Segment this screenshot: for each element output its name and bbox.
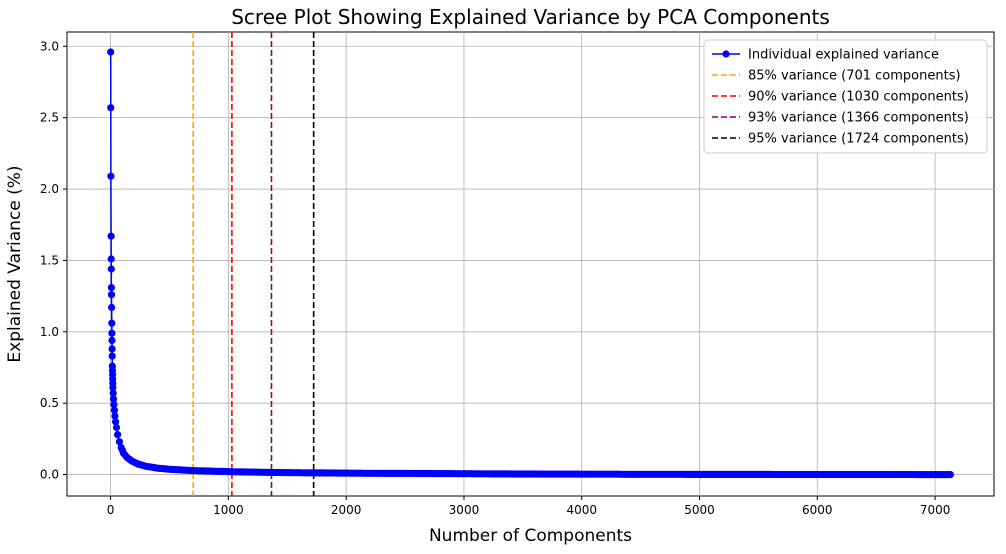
data-point (108, 336, 116, 344)
x-tick-label: 7000 (920, 503, 951, 517)
data-point (112, 423, 121, 432)
data-point (108, 329, 116, 337)
y-axis-label: Explained Variance (%) (5, 165, 25, 362)
x-tick-label: 2000 (331, 503, 362, 517)
y-axis-ticks: 0.0 0.5 1.0 1.5 2.0 2.5 3.0 (40, 39, 67, 482)
data-point (107, 232, 115, 240)
data-point (107, 255, 115, 263)
x-tick-label: 0 (107, 503, 115, 517)
legend: Individual explained variance 85% varianc… (703, 39, 988, 154)
data-point (108, 303, 116, 312)
x-tick-label: 4000 (566, 503, 597, 517)
x-axis-label: Number of Components (429, 526, 632, 546)
legend-marker (722, 50, 730, 58)
data-point (109, 383, 117, 392)
y-tick-label: 0.5 (40, 396, 59, 410)
data-point (109, 389, 117, 397)
data-point (107, 48, 115, 56)
data-point (111, 412, 119, 420)
legend-label: 90% variance (1030 components) (748, 90, 969, 105)
data-point (112, 418, 120, 426)
x-tick-label: 5000 (684, 503, 715, 517)
data-point (107, 291, 116, 299)
y-tick-label: 3.0 (40, 39, 59, 53)
data-point (108, 345, 116, 353)
data-point (107, 265, 115, 273)
plot-area (66, 31, 995, 497)
chart-title: Scree Plot Showing Explained Variance by… (231, 5, 830, 29)
x-tick-label: 1000 (213, 503, 244, 517)
data-point (107, 284, 115, 292)
data-point (110, 401, 118, 409)
data-point (114, 431, 122, 439)
y-tick-label: 1.5 (40, 253, 59, 267)
x-tick-label: 6000 (802, 503, 833, 517)
y-tick-label: 2.0 (40, 182, 59, 196)
series-layer (107, 48, 955, 479)
data-point (108, 319, 116, 327)
y-tick-label: 0.0 (40, 468, 59, 482)
legend-label: 85% variance (701 components) (748, 69, 961, 84)
legend-box (703, 39, 988, 154)
data-point (115, 438, 123, 446)
data-point (108, 352, 116, 360)
y-tick-label: 2.5 (40, 111, 59, 125)
legend-label: 93% variance (1366 components) (748, 111, 969, 126)
data-point (110, 406, 118, 414)
data-point (946, 470, 955, 479)
data-point (107, 104, 115, 112)
legend-label: Individual explained variance (748, 48, 939, 63)
x-axis-ticks: 0 1000 2000 3000 4000 5000 6000 7000 (107, 496, 951, 517)
x-tick-label: 3000 (449, 503, 480, 517)
data-point (107, 172, 115, 180)
threshold-lines (192, 32, 315, 496)
data-point (109, 395, 118, 403)
y-tick-label: 1.0 (40, 325, 59, 339)
legend-label: 95% variance (1724 components) (748, 132, 969, 147)
